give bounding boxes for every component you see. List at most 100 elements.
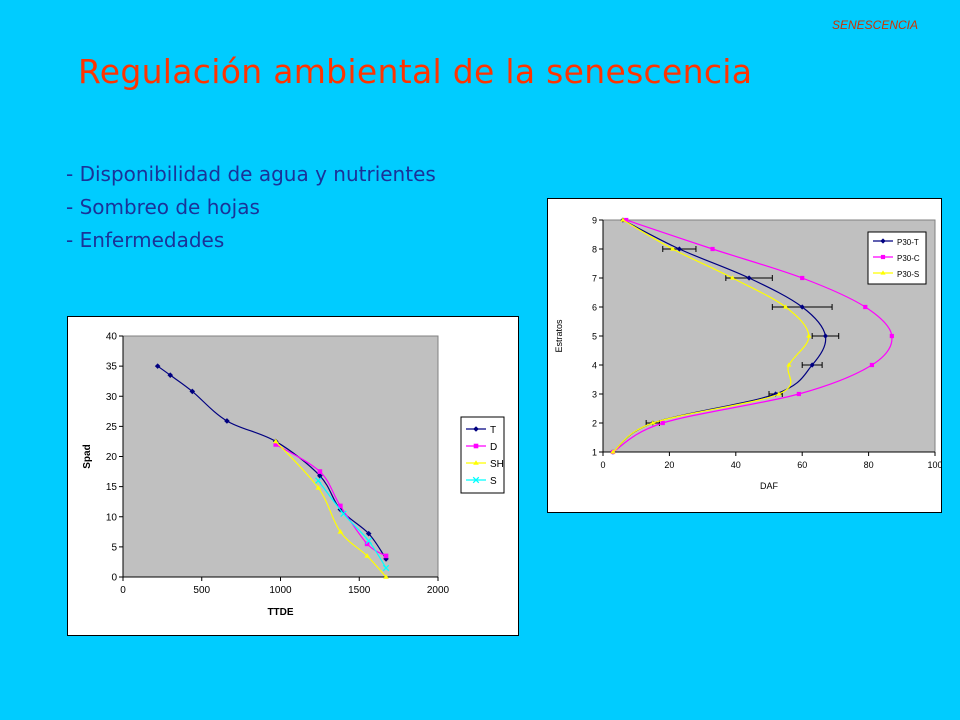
series-sh [272,438,389,579]
data-point [786,362,792,367]
data-point [800,275,805,281]
data-point [869,362,875,368]
legend-marker [473,443,479,449]
data-point [383,553,389,559]
y-tick-label: 5 [111,542,117,553]
data-point [273,442,279,447]
series-s [315,477,390,572]
data-point [799,304,805,310]
section-label: SENESCENCIA [831,18,918,32]
data-point [167,372,174,378]
x-tick-label: 100 [927,460,941,470]
y-tick-label: 8 [592,245,597,255]
y-tick-label: 6 [592,303,597,313]
legend-label: P30-C [897,254,920,263]
x-axis-label: TTDE [267,607,293,618]
legend-label: P30-S [897,270,919,279]
y-tick-label: 30 [106,392,118,403]
data-point [340,510,347,517]
data-point [364,553,370,558]
x-tick-label: 80 [864,460,874,470]
data-point [670,246,676,251]
x-tick-label: 2000 [427,585,450,596]
data-point [620,217,626,222]
data-point [224,418,230,424]
y-axis-label: Estratos [554,319,564,353]
y-tick-label: 10 [106,512,118,523]
series-d [273,442,389,559]
y-tick-label: 20 [106,452,118,463]
legend-label: D [490,442,497,453]
y-tick-label: 25 [106,422,118,433]
data-point [382,564,390,572]
legend: TD SH S [460,416,505,494]
legend-marker [473,460,479,465]
data-point [610,449,616,454]
y-tick-label: 40 [106,332,118,343]
data-point [317,469,323,474]
y-tick-label: 1 [592,448,597,458]
spad-chart-panel: 0 500 1000 1500 2000 0 5 10 15 20 25 30 35 40 TTDE Spad… [67,316,519,636]
bullet-item-diseases: - Enfermedades [66,228,225,252]
data-point [889,333,894,339]
y-tick-label: 3 [592,390,597,400]
data-point [746,275,752,281]
data-point [365,537,372,545]
legend-box [460,416,505,494]
legend-label: P30-T [897,238,919,247]
legend-marker [880,238,886,244]
y-tick-label: 5 [592,332,597,342]
strata-chart: 0 20 40 60 80 100123456789DAFEstratosP30-TP30… [554,216,943,492]
series-line [612,219,810,453]
data-point [650,420,656,425]
slide-title: Regulación ambiental de la senescencia [78,52,753,91]
spad-chart: 0 500 1000 1500 2000 0 5 10 15 20 25 30 35 40 TTDE Spad… [82,332,505,618]
plot-area [122,335,439,578]
series-line [317,480,387,569]
x-axis-label: DAF [760,481,779,491]
legend-label: SH [490,459,504,470]
legend-marker [472,476,480,484]
data-point [364,541,370,547]
y-tick-label: 2 [592,419,597,429]
y-tick-label: 35 [106,362,118,373]
data-point [776,391,782,396]
data-point [317,472,323,479]
x-tick-label: 60 [797,460,807,470]
data-point [863,304,868,310]
x-tick-label: 1000 [269,585,292,596]
data-point [338,503,343,509]
legend-marker [880,254,886,260]
data-point [660,420,665,426]
bullet-item-water-nutrients: - Disponibilidad de agua y nutrientes [66,162,436,186]
data-point [822,333,829,339]
legend-marker [880,270,886,275]
x-tick-label: 0 [120,585,126,596]
x-tick-label: 0 [600,460,605,470]
data-point [383,574,389,579]
data-point [383,556,389,562]
strata-chart-panel: 0 20 40 60 80 100 1 2 3 4 5 6 7 8 9 DAF Estratos P30-T P30… [547,198,943,513]
series-p30-s [610,217,812,454]
data-point [809,362,815,368]
data-point [154,363,161,369]
legend-marker [473,426,479,432]
data-point [729,275,736,280]
x-tick-label: 40 [731,460,741,470]
x-tick-label: 20 [664,460,674,470]
y-tick-label: 7 [592,274,597,284]
data-point [796,391,801,397]
data-point [337,529,344,534]
bullet-item-shading: - Sombreo de hojas [66,195,260,219]
bullet-list: - Disponibilidad de agua y nutrientes - … [66,158,436,257]
data-point [806,333,812,338]
y-tick-label: 9 [592,216,597,226]
data-point [710,246,715,252]
data-point [783,304,789,309]
x-tick-label: 1500 [348,585,371,596]
legend-label: T [490,425,496,436]
legend: P30-T P30-C P30-S [867,231,927,285]
y-axis-label: Spad [82,444,93,468]
data-point [315,485,322,490]
data-point [624,217,629,223]
